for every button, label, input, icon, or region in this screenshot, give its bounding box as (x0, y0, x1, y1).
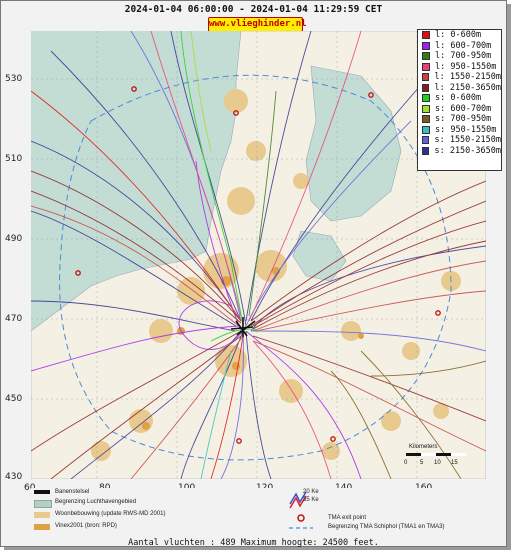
tma-exit-point-icon (297, 514, 305, 522)
legend-label: s: 700-950m (435, 114, 492, 124)
legend-label: l: 600-700m (435, 40, 492, 51)
legend-item: s: 700-950m (418, 114, 501, 125)
scale-tick-5: 5 (420, 460, 424, 466)
legend-label: s: 1550-2150m (434, 135, 501, 145)
flight-track-map (31, 31, 486, 479)
vinex-swatch (34, 524, 50, 530)
legend-swatch (422, 52, 430, 61)
flight-tracks (31, 31, 486, 479)
legend-item: l: 2150-3650m (418, 83, 501, 94)
legend-item: s: 950-1550m (418, 125, 501, 136)
legend-swatch (422, 136, 430, 145)
y-tick-430: 430 (5, 472, 23, 482)
legend-item: l: 700-950m (418, 51, 501, 62)
ke20-key-label: 20 Ke (303, 489, 319, 495)
legend-swatch (422, 83, 430, 92)
legend-label: l: 700-950m (435, 51, 492, 61)
runways-swatch (34, 490, 50, 494)
x-tick-60: 60 (24, 483, 36, 493)
legend-label: l: 2150-3650m (434, 82, 501, 93)
legend-swatch (422, 115, 430, 124)
legend-swatch (422, 62, 430, 71)
time-range-title: 2024-01-04 06:00:00 - 2024-01-04 11:29:5… (124, 4, 383, 15)
legend-label: l: 1550-2150m (434, 72, 501, 82)
tma-boundary-line-icon (289, 527, 313, 529)
scale-tick-10: 10 (434, 460, 441, 466)
y-tick-470: 470 (5, 314, 23, 324)
legend-label: l: 0-600m (435, 30, 482, 40)
legend-label: s: 600-700m (435, 103, 492, 114)
housing-key-label: Woonbebouwing (update RWS-MD 2001) (55, 511, 166, 517)
legend-swatch (422, 73, 430, 82)
ke-contour-icon (289, 491, 307, 509)
y-tick-530: 530 (5, 74, 23, 84)
scale-tick-0: 0 (404, 460, 408, 466)
ke35-key-label: 35 Ke (303, 497, 319, 503)
legend-label: s: 0-600m (435, 93, 482, 103)
tma-exit-key-label: TMA exit point (328, 515, 367, 521)
runways (230, 317, 256, 337)
legend-label: l: 950-1550m (435, 61, 497, 72)
y-tick-450: 450 (5, 394, 23, 404)
site-badge[interactable]: www.vlieghinder.nl (208, 17, 307, 32)
legend-swatch (422, 94, 430, 103)
vinex-key-label: Vinex2001 (bron: RPD) (55, 523, 117, 529)
legend-swatch (422, 146, 430, 155)
legend-item: l: 600-700m (418, 41, 501, 52)
legend-item: l: 1550-2150m (418, 72, 501, 83)
legend-item: s: 2150-3650m (418, 146, 501, 157)
legend-item: s: 600-700m (418, 104, 501, 115)
scale-bar (406, 453, 466, 456)
airport-boundary-key-label: Begrenzing Luchthavengebied (55, 499, 137, 505)
legend-label: s: 950-1550m (435, 124, 497, 135)
legend-swatch (422, 104, 430, 113)
grid (31, 31, 486, 479)
flight-count-footer: Aantal vluchten : 489 Maximum hoogte: 24… (128, 538, 379, 548)
legend-item: s: 1550-2150m (418, 135, 501, 146)
legend-swatch (422, 41, 430, 50)
airport-boundary-swatch (34, 500, 52, 508)
inland-lake (305, 65, 402, 222)
tma-boundary-key-label: Begrenzing TMA Schiphol (TMA1 en TMA3) (328, 524, 445, 530)
legend-label: s: 2150-3650m (434, 145, 501, 156)
runways-key-label: Banenstelsel (55, 489, 90, 495)
tma-exit-points (75, 86, 441, 444)
legend-swatch (422, 31, 430, 40)
scale-tick-15: 15 (451, 460, 458, 466)
legend-swatch (422, 125, 430, 134)
legend-item: s: 0-600m (418, 93, 501, 104)
y-tick-510: 510 (5, 154, 23, 164)
y-tick-490: 490 (5, 234, 23, 244)
legend-item: l: 0-600m (418, 30, 501, 41)
scale-title: Kilometers (409, 444, 438, 450)
housing-swatch (34, 512, 50, 518)
map-key: Banenstelsel Begrenzing Luchthavengebied… (31, 488, 486, 536)
legend-item: l: 950-1550m (418, 62, 501, 73)
altitude-legend: l: 0-600m l: 600-700m l: 700-950m l: 950-15… (417, 29, 502, 171)
